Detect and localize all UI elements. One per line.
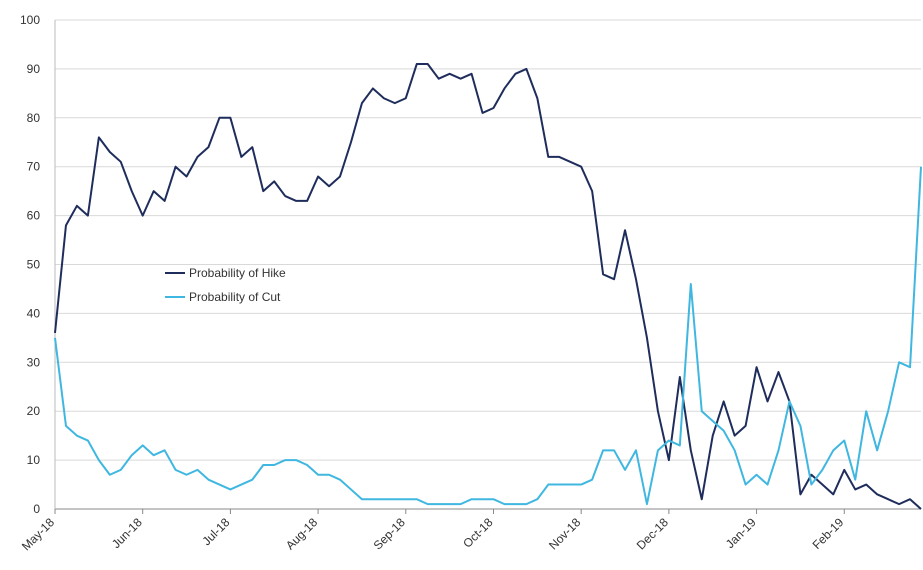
legend-label: Probability of Hike — [189, 266, 286, 280]
y-tick-label: 60 — [27, 209, 41, 223]
y-tick-label: 20 — [27, 404, 41, 418]
y-tick-label: 40 — [27, 306, 41, 320]
x-tick-label: Aug-18 — [283, 515, 320, 552]
y-tick-label: 10 — [27, 453, 41, 467]
y-tick-label: 30 — [27, 355, 41, 369]
x-tick-label: May-18 — [19, 515, 57, 553]
y-tick-label: 0 — [33, 502, 40, 516]
x-tick-label: Feb-19 — [810, 515, 847, 552]
legend-label: Probability of Cut — [189, 290, 281, 304]
x-tick-label: Dec-18 — [634, 515, 671, 552]
x-tick-label: Sep-18 — [371, 515, 408, 552]
y-tick-label: 50 — [27, 258, 41, 272]
y-tick-label: 80 — [27, 111, 41, 125]
x-tick-label: Jun-18 — [109, 515, 145, 551]
x-tick-label: Oct-18 — [460, 515, 496, 551]
series-line — [54, 63, 922, 510]
x-tick-label: Nov-18 — [546, 515, 583, 552]
y-tick-label: 90 — [27, 62, 41, 76]
x-tick-label: Jul-18 — [200, 515, 233, 548]
x-tick-label: Jan-19 — [723, 515, 759, 551]
y-tick-label: 70 — [27, 160, 41, 174]
series-line — [54, 166, 922, 506]
y-tick-label: 100 — [20, 13, 40, 27]
